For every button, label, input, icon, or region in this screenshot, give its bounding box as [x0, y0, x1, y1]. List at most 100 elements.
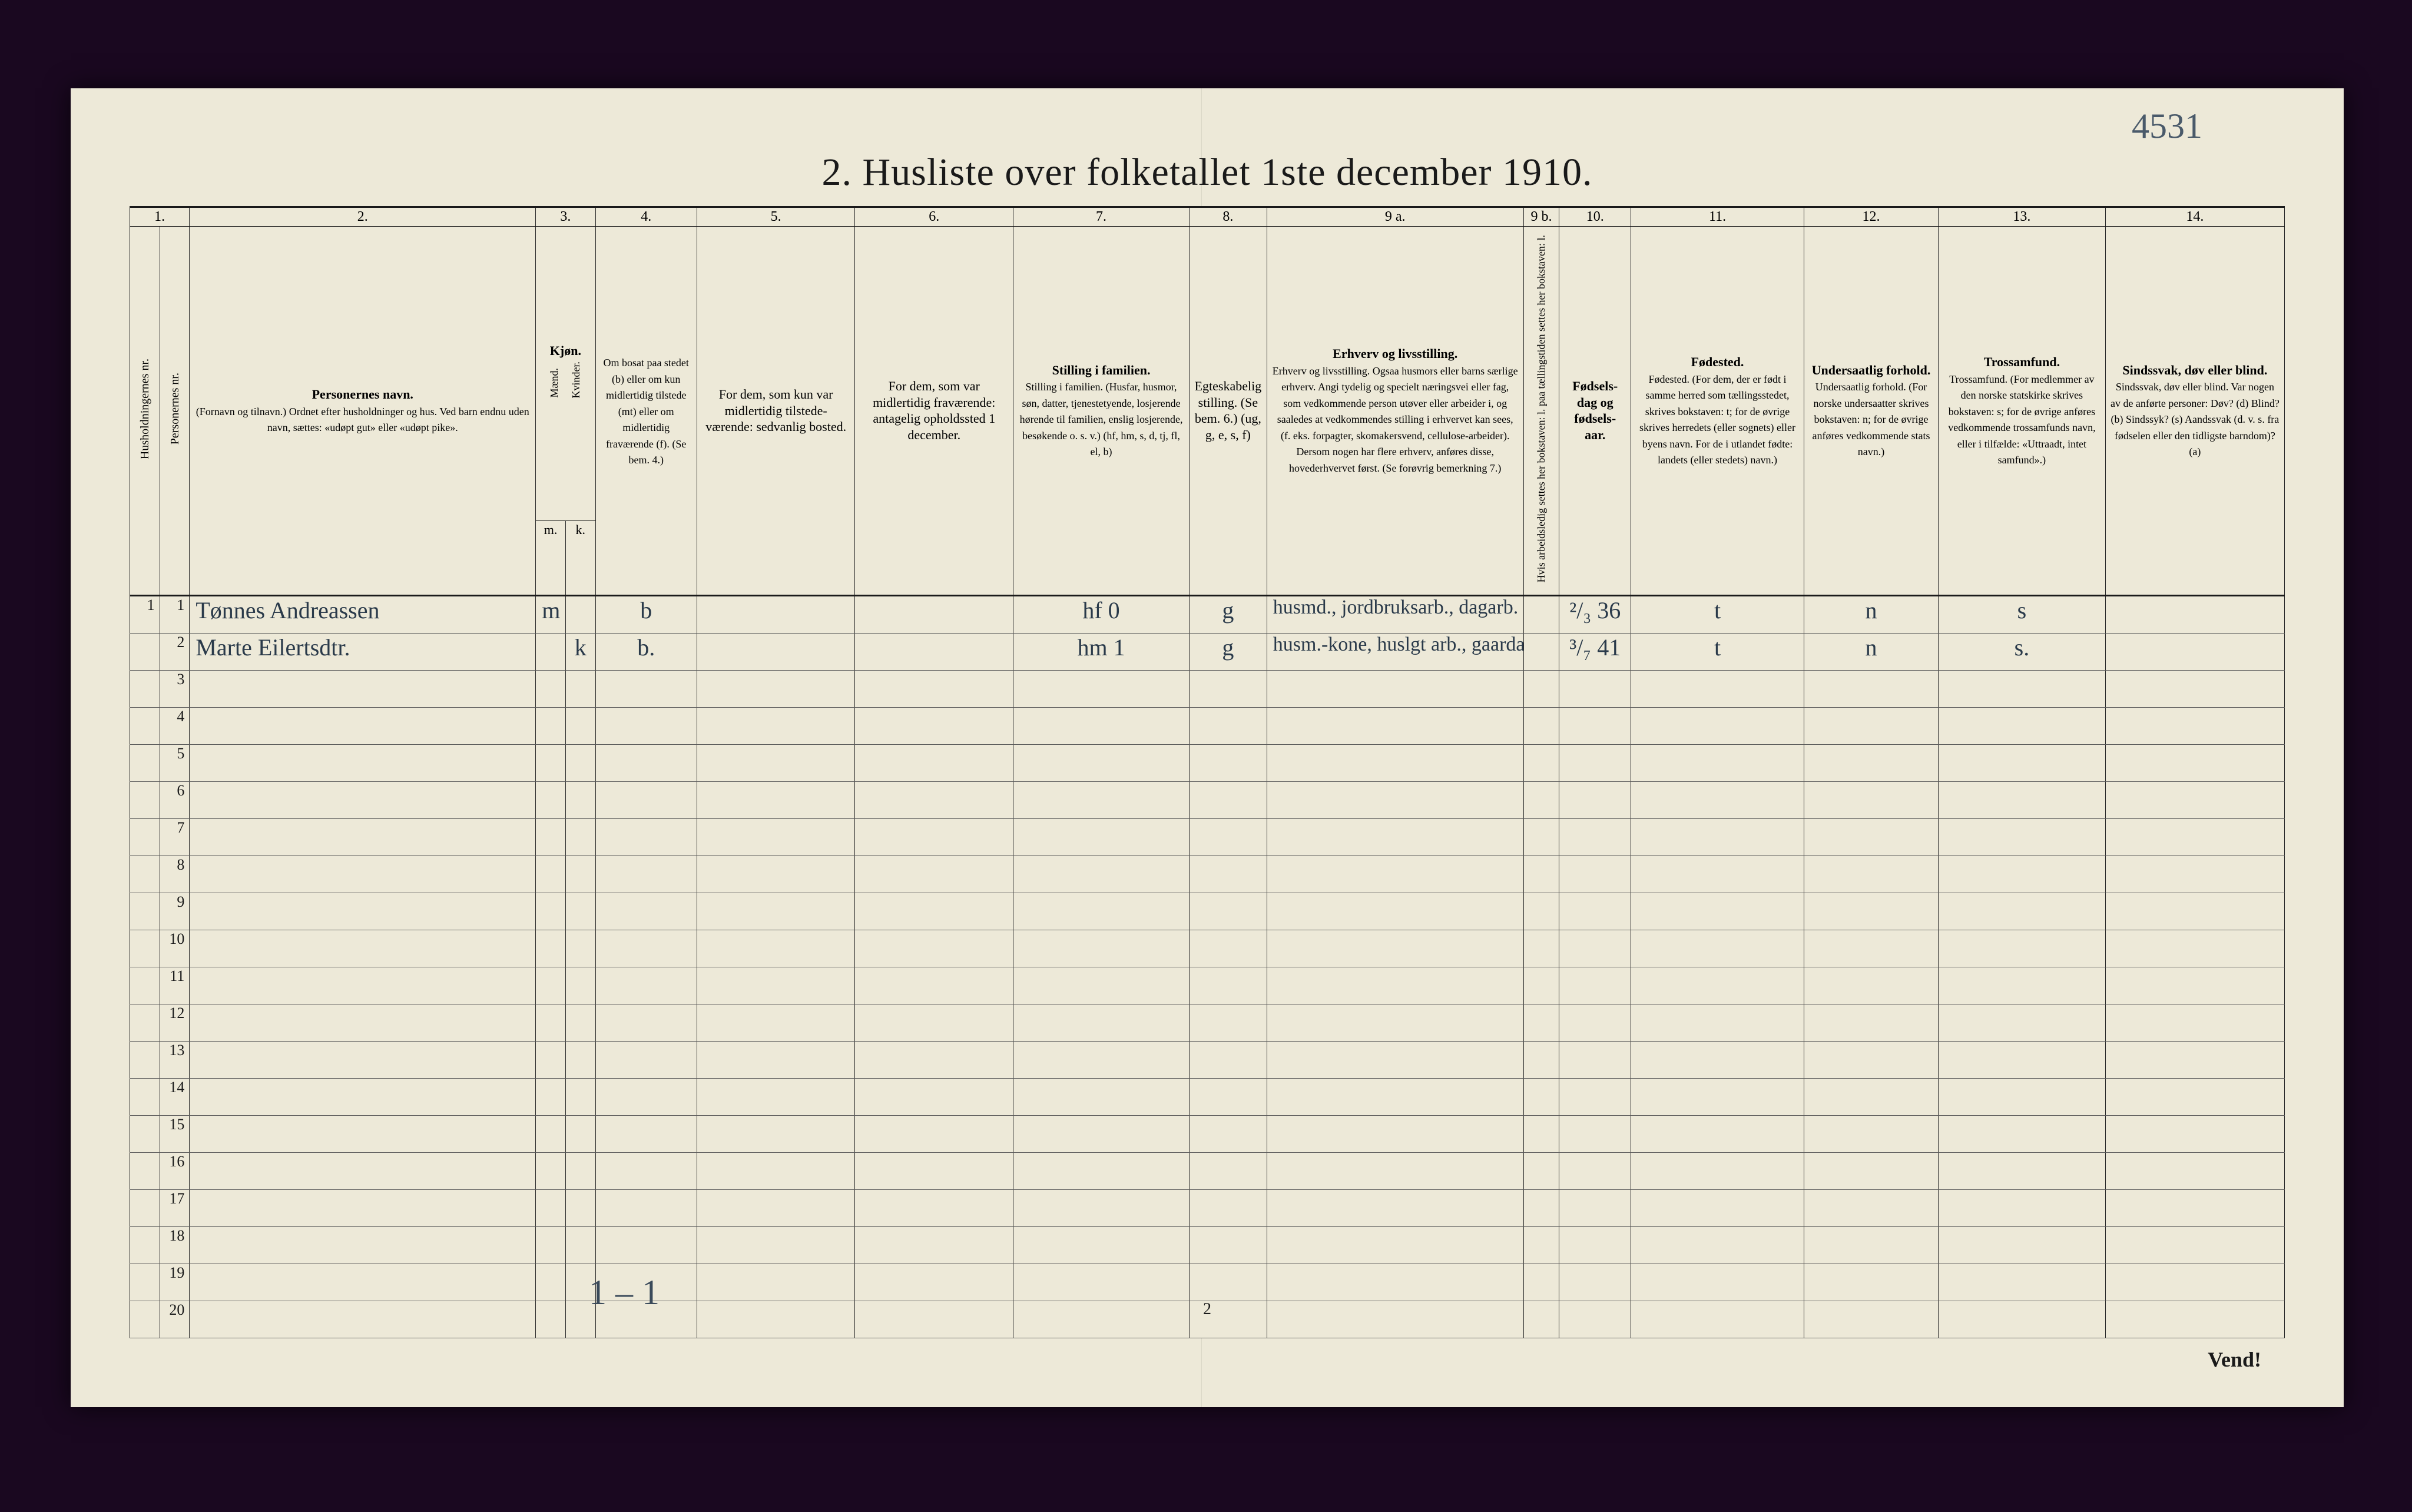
cell — [1631, 1226, 1804, 1264]
cell — [130, 930, 160, 967]
table-row: 15 — [130, 1115, 2285, 1152]
cell — [190, 1264, 536, 1301]
cell — [2105, 818, 2284, 856]
cell — [2105, 967, 2284, 1004]
cell — [130, 707, 160, 744]
cell — [1190, 670, 1267, 707]
cell — [536, 1226, 566, 1264]
table-row: 4 — [130, 707, 2285, 744]
cell — [1631, 670, 1804, 707]
cell — [1939, 1152, 2106, 1189]
cell — [1804, 856, 1938, 893]
cell — [536, 1041, 566, 1078]
cell — [1559, 1041, 1631, 1078]
cell — [190, 930, 536, 967]
cell — [1804, 1301, 1938, 1338]
cell — [1013, 893, 1190, 930]
cell — [2105, 670, 2284, 707]
top-right-handwritten: 4531 — [2132, 106, 2202, 147]
hdr-tros-title: Trossamfund. — [1984, 354, 2060, 369]
hdr-arbeidsledig: Hvis arbeidsledig settes her bokstaven: … — [1523, 227, 1559, 596]
cell — [697, 1301, 855, 1338]
cell — [1190, 707, 1267, 744]
cell — [536, 1301, 566, 1338]
cell — [697, 1189, 855, 1226]
cell — [1523, 707, 1559, 744]
cell — [2105, 893, 2284, 930]
cell — [1631, 1041, 1804, 1078]
cell: 3 — [160, 670, 190, 707]
cell: s. — [1939, 633, 2106, 670]
cell — [1631, 1301, 1804, 1338]
cell: k — [565, 633, 595, 670]
cell — [1939, 930, 2106, 967]
table-row: 10 — [130, 930, 2285, 967]
cell: b. — [595, 633, 697, 670]
vend-label: Vend! — [2208, 1347, 2261, 1372]
cell — [1267, 781, 1523, 818]
cell — [1523, 930, 1559, 967]
cell — [1523, 1041, 1559, 1078]
cell — [2105, 930, 2284, 967]
census-table: 1. 2. 3. 4. 5. 6. 7. 8. 9 a. 9 b. 10. 11… — [130, 206, 2285, 1338]
cell — [697, 1115, 855, 1152]
hdr-stilling-familie-title: Stilling i familien. — [1052, 363, 1151, 377]
cell — [536, 744, 566, 781]
hdr-num-1: 1. — [130, 207, 190, 227]
cell — [1939, 1189, 2106, 1226]
cell — [1804, 930, 1938, 967]
hdr-undersaat: Undersaatlig forhold. Undersaatlig forho… — [1804, 227, 1938, 596]
cell — [1267, 1078, 1523, 1115]
cell — [1523, 967, 1559, 1004]
hdr-erhverv-text: Erhverv og livsstilling. Ogsaa husmors e… — [1273, 365, 1518, 474]
cell — [1523, 893, 1559, 930]
cell — [2105, 781, 2284, 818]
hdr-tros: Trossamfund. Trossamfund. (For medlemmer… — [1939, 227, 2106, 596]
cell — [1013, 1004, 1190, 1041]
cell — [1267, 707, 1523, 744]
hdr-num-9b: 9 b. — [1523, 207, 1559, 227]
hdr-fodested: Fødested. Fødested. (For dem, der er fød… — [1631, 227, 1804, 596]
cell — [1631, 967, 1804, 1004]
cell — [1559, 1004, 1631, 1041]
cell — [855, 1264, 1013, 1301]
hdr-num-14: 14. — [2105, 207, 2284, 227]
cell — [1013, 1041, 1190, 1078]
cell — [190, 1301, 536, 1338]
hdr-maend: Mænd. — [549, 366, 561, 400]
cell: 6 — [160, 781, 190, 818]
cell — [1013, 1078, 1190, 1115]
cell — [855, 967, 1013, 1004]
cell — [190, 893, 536, 930]
cell: 16 — [160, 1152, 190, 1189]
cell — [697, 893, 855, 930]
cell: 19 — [160, 1264, 190, 1301]
cell — [595, 1152, 697, 1189]
cell — [595, 1115, 697, 1152]
cell — [1939, 1078, 2106, 1115]
cell — [1190, 893, 1267, 930]
cell — [190, 744, 536, 781]
cell: g — [1190, 595, 1267, 633]
cell: 10 — [160, 930, 190, 967]
cell — [190, 967, 536, 1004]
cell — [1523, 1152, 1559, 1189]
cell — [536, 1115, 566, 1152]
cell — [130, 818, 160, 856]
table-row: 8 — [130, 856, 2285, 893]
hdr-midl-frav-text: For dem, som var midlertidig fraværende:… — [873, 379, 995, 442]
cell — [1190, 1004, 1267, 1041]
cell: husmd., jordbruksarb., dagarb. — [1267, 595, 1523, 633]
cell — [1631, 893, 1804, 930]
hdr-midl-tilstede: For dem, som kun var midlertidig tilsted… — [697, 227, 855, 596]
cell — [565, 930, 595, 967]
cell — [855, 1078, 1013, 1115]
cell — [1559, 1189, 1631, 1226]
cell — [1631, 1264, 1804, 1301]
hdr-kjon: Kjøn. Mænd. Kvinder. — [536, 227, 595, 521]
header-labels-row: Husholdningernes nr. Personernes nr. Per… — [130, 227, 2285, 521]
cell — [130, 1152, 160, 1189]
hdr-num-9a: 9 a. — [1267, 207, 1523, 227]
cell — [1559, 707, 1631, 744]
cell — [1267, 893, 1523, 930]
